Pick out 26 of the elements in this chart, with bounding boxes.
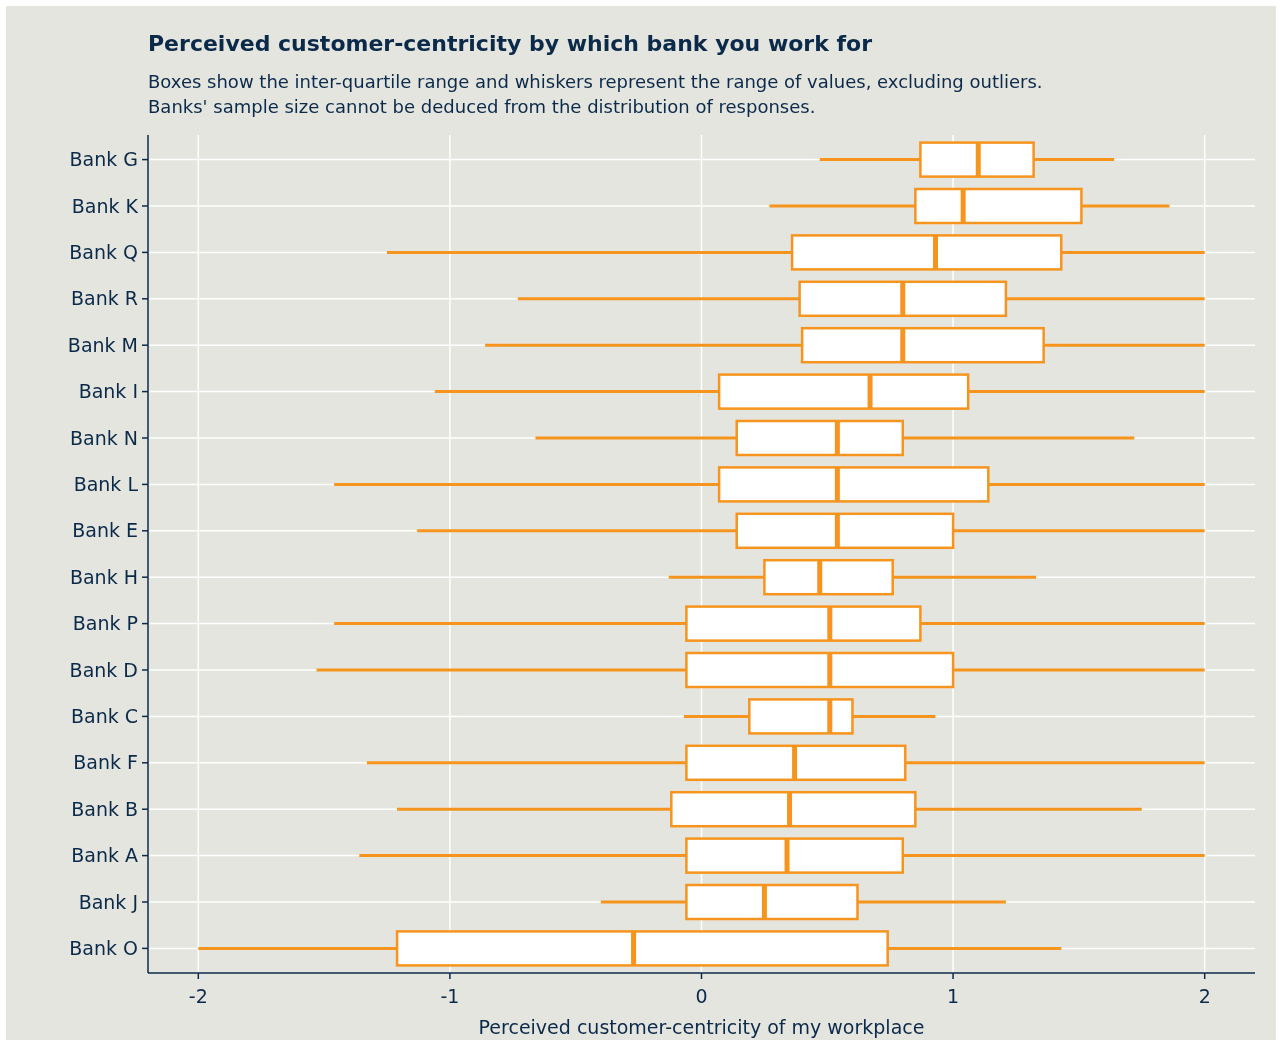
- x-tick-label: -2: [188, 985, 208, 1007]
- chart-title: Perceived customer-centricity by which bank you work for: [148, 31, 873, 56]
- y-tick-label: Bank L: [73, 473, 139, 496]
- y-tick-label: Bank K: [71, 194, 139, 217]
- y-tick-label: Bank D: [69, 658, 138, 681]
- x-axis-title: Perceived customer-centricity of my workplace: [478, 1016, 925, 1038]
- y-tick-label: Bank O: [69, 937, 138, 960]
- x-tick-label: -1: [440, 985, 460, 1007]
- x-tick-label: 2: [1198, 985, 1211, 1007]
- y-tick-label: Bank B: [71, 797, 138, 820]
- y-tick-label: Bank M: [67, 333, 138, 356]
- y-tick-label: Bank J: [78, 890, 138, 913]
- y-tick-label: Bank A: [71, 844, 138, 867]
- y-tick-label: Bank P: [72, 612, 138, 635]
- x-tick-label: 0: [695, 985, 708, 1007]
- y-tick-label: Bank N: [70, 426, 138, 449]
- y-tick-label: Bank C: [70, 705, 138, 728]
- y-tick-label: Bank H: [69, 565, 138, 588]
- y-tick-label: Bank G: [69, 148, 138, 171]
- y-tick-label: Bank R: [71, 287, 138, 310]
- x-tick-label: 1: [947, 985, 960, 1007]
- y-tick-label: Bank F: [73, 751, 138, 774]
- y-tick-label: Bank I: [78, 380, 138, 403]
- y-tick-label: Bank E: [72, 519, 138, 542]
- chart-subtitle: Boxes show the inter-quartile range and whiskers represent the range of values, excluding outliers. Banks' sample size cannot be deduced from the distribution of responses.: [148, 71, 1043, 117]
- y-tick-label: Bank Q: [69, 241, 138, 264]
